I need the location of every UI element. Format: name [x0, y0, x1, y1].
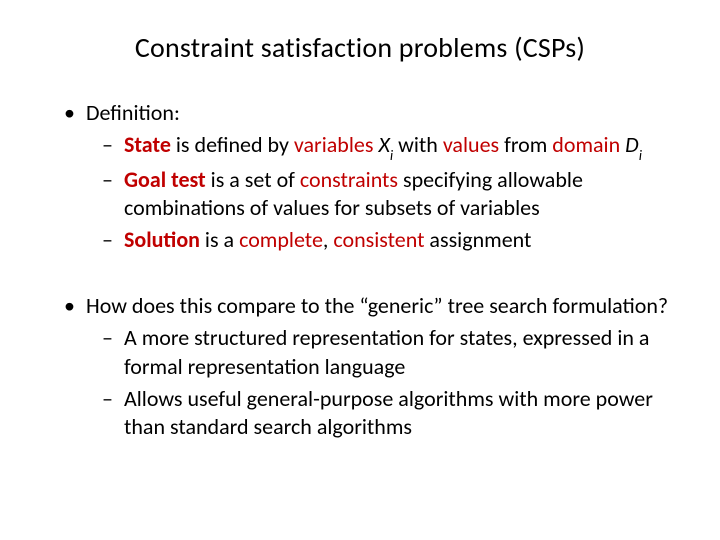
kw-state: State: [124, 131, 171, 158]
t: is a: [200, 226, 239, 253]
t: with: [393, 131, 443, 158]
spacer: [86, 258, 670, 286]
t: is a set of: [206, 166, 300, 193]
slide-title: Constraint satisfaction problems (CSPs): [40, 30, 680, 65]
sub-solution: Solution is a complete, consistent assig…: [102, 226, 670, 254]
t: from: [499, 131, 552, 158]
var-d: D: [625, 131, 639, 158]
sub-list-compare: A more structured representation for sta…: [102, 324, 670, 441]
kw-domain: domain: [552, 131, 620, 158]
kw-solution: Solution: [124, 226, 200, 253]
kw-variables: variables: [294, 131, 374, 158]
bullet-heading: How does this compare to the “generic” t…: [86, 292, 668, 319]
bullet-compare: How does this compare to the “generic” t…: [64, 292, 670, 441]
bullet-list: Definition: State is defined by variable…: [64, 99, 670, 441]
t: assignment: [424, 226, 531, 253]
comma: ,: [323, 226, 333, 253]
sub-algorithms: Allows useful general-purpose algorithms…: [102, 385, 670, 441]
sub-state: State is defined by variables Xi with va…: [102, 131, 670, 162]
var-x-sub: i: [390, 146, 393, 164]
kw-values: values: [443, 131, 499, 158]
bullet-definition: Definition: State is defined by variable…: [64, 99, 670, 286]
sub-goal-test: Goal test is a set of constraints specif…: [102, 166, 670, 222]
kw-consistent: consistent: [333, 226, 424, 253]
slide: Constraint satisfaction problems (CSPs) …: [0, 0, 720, 540]
var-x: X: [378, 131, 389, 158]
kw-goal-test: Goal test: [124, 166, 206, 193]
t: is defined by: [171, 131, 294, 158]
sub-structured: A more structured representation for sta…: [102, 324, 670, 380]
kw-constraints: constraints: [300, 166, 398, 193]
kw-complete: complete: [239, 226, 323, 253]
var-d-sub: i: [639, 146, 642, 164]
bullet-heading: Definition:: [86, 99, 180, 126]
sub-list-definition: State is defined by variables Xi with va…: [102, 131, 670, 254]
